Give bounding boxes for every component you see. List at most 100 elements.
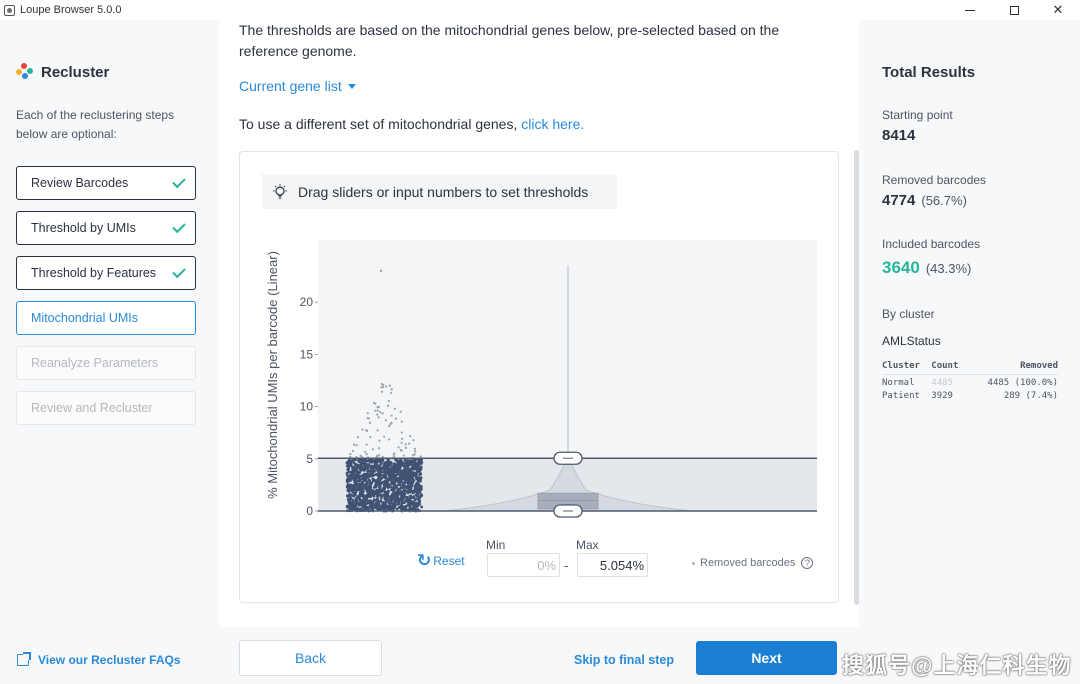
removed-point — [393, 452, 396, 455]
removed-point — [371, 448, 374, 451]
step-label: Threshold by UMIs — [31, 221, 136, 235]
data-point — [349, 459, 353, 463]
cluster-group-label: AMLStatus — [882, 334, 941, 348]
removed-barcodes-count: 4774 (56.7%) — [882, 192, 967, 209]
data-point — [365, 501, 369, 505]
data-point — [380, 494, 384, 498]
data-point — [348, 503, 352, 507]
data-point — [387, 494, 391, 498]
threshold-card: Drag sliders or input numbers to set thr… — [239, 151, 839, 603]
data-point — [403, 467, 407, 470]
data-point — [351, 490, 354, 493]
next-button[interactable]: Next — [696, 641, 837, 675]
click-here-link[interactable]: click here. — [521, 116, 585, 132]
data-point — [391, 486, 395, 490]
data-point — [405, 486, 409, 490]
recluster-logo-icon — [16, 63, 34, 81]
data-point — [417, 500, 421, 504]
data-point — [382, 505, 386, 509]
removed-point — [399, 449, 402, 452]
data-point — [387, 489, 390, 493]
data-point — [389, 501, 393, 505]
data-point — [376, 494, 380, 498]
data-point — [408, 462, 412, 466]
data-point — [352, 466, 356, 470]
data-point — [376, 469, 380, 473]
removed-point — [365, 429, 369, 433]
removed-point — [399, 410, 402, 413]
cluster-name: Patient — [882, 391, 920, 401]
data-point — [358, 474, 362, 478]
data-point — [406, 467, 410, 471]
data-point — [408, 495, 412, 498]
maximize-button[interactable] — [992, 0, 1036, 20]
removed-point — [404, 443, 407, 446]
step-threshold-by-umis[interactable]: Threshold by UMIs — [16, 211, 196, 245]
data-point — [407, 475, 411, 479]
removed-legend-label: Removed barcodes — [700, 557, 796, 569]
minimize-button[interactable] — [948, 0, 992, 20]
data-point — [400, 490, 404, 494]
data-point — [349, 493, 353, 497]
data-point — [415, 490, 419, 494]
data-point — [413, 467, 417, 471]
data-point — [402, 488, 406, 492]
data-point — [401, 505, 405, 509]
data-point — [346, 477, 350, 481]
removed-barcodes-legend: Removed barcodes ? — [692, 557, 814, 569]
cluster-count: 4485 — [931, 378, 953, 388]
data-point — [367, 463, 371, 466]
current-gene-list-dropdown[interactable]: Current gene list — [239, 78, 356, 94]
back-button[interactable]: Back — [239, 640, 382, 676]
step-mitochondrial-umis[interactable]: Mitochondrial UMIs — [16, 301, 196, 335]
data-point — [405, 504, 409, 508]
data-point — [382, 493, 386, 497]
maximize-icon — [1009, 5, 1019, 15]
reset-button[interactable]: ↻ Reset — [417, 552, 465, 569]
data-point — [362, 503, 366, 507]
data-point — [415, 494, 419, 498]
data-point — [398, 487, 402, 491]
data-point — [405, 477, 409, 481]
skip-to-final-step-link[interactable]: Skip to final step — [574, 653, 675, 667]
removed-point — [387, 399, 391, 403]
data-point — [362, 458, 366, 462]
data-point — [402, 472, 406, 476]
data-point — [345, 461, 349, 465]
data-point — [371, 479, 375, 483]
removed-point — [369, 436, 372, 439]
data-point — [369, 473, 372, 477]
data-point — [413, 471, 416, 475]
removed-point — [385, 385, 388, 388]
data-point — [403, 481, 407, 485]
data-point — [354, 478, 358, 481]
data-point — [408, 507, 412, 511]
close-button[interactable]: ✕ — [1036, 0, 1080, 20]
y-tick-label: 20 — [300, 295, 314, 309]
removed-point — [394, 417, 398, 420]
data-point — [365, 490, 369, 493]
help-icon[interactable]: ? — [801, 557, 814, 569]
hint-banner: Drag sliders or input numbers to set thr… — [262, 174, 617, 209]
data-point — [373, 505, 377, 508]
scrollbar[interactable] — [854, 150, 859, 605]
data-point — [397, 500, 401, 504]
data-point — [387, 462, 391, 465]
data-point — [368, 485, 372, 489]
step-threshold-by-features[interactable]: Threshold by Features — [16, 256, 196, 290]
sidebar: Recluster Each of the reclustering steps… — [0, 20, 215, 684]
data-point — [410, 482, 414, 486]
threshold-controls: ↻ Reset Min Max 0% - 5.054% Removed barc… — [240, 530, 840, 590]
data-point — [357, 494, 361, 498]
step-review-barcodes[interactable]: Review Barcodes — [16, 166, 196, 200]
data-point — [403, 458, 407, 462]
data-point — [377, 465, 381, 469]
removed-point — [390, 414, 393, 417]
min-threshold-input[interactable]: 0% — [487, 553, 560, 577]
faq-link[interactable]: View our Recluster FAQs — [17, 652, 181, 667]
data-point — [375, 460, 378, 464]
data-point — [374, 479, 378, 483]
data-point — [365, 498, 369, 502]
max-threshold-input[interactable]: 5.054% — [577, 553, 648, 577]
removed-point — [387, 424, 391, 428]
